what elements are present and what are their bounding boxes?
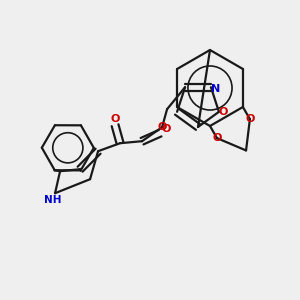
Text: NH: NH	[44, 195, 62, 205]
Text: O: O	[212, 133, 222, 143]
Text: O: O	[161, 124, 171, 134]
Text: O: O	[245, 114, 255, 124]
Text: O: O	[218, 107, 228, 117]
Text: N: N	[211, 84, 220, 94]
Text: O: O	[110, 114, 120, 124]
Text: O: O	[158, 122, 167, 132]
